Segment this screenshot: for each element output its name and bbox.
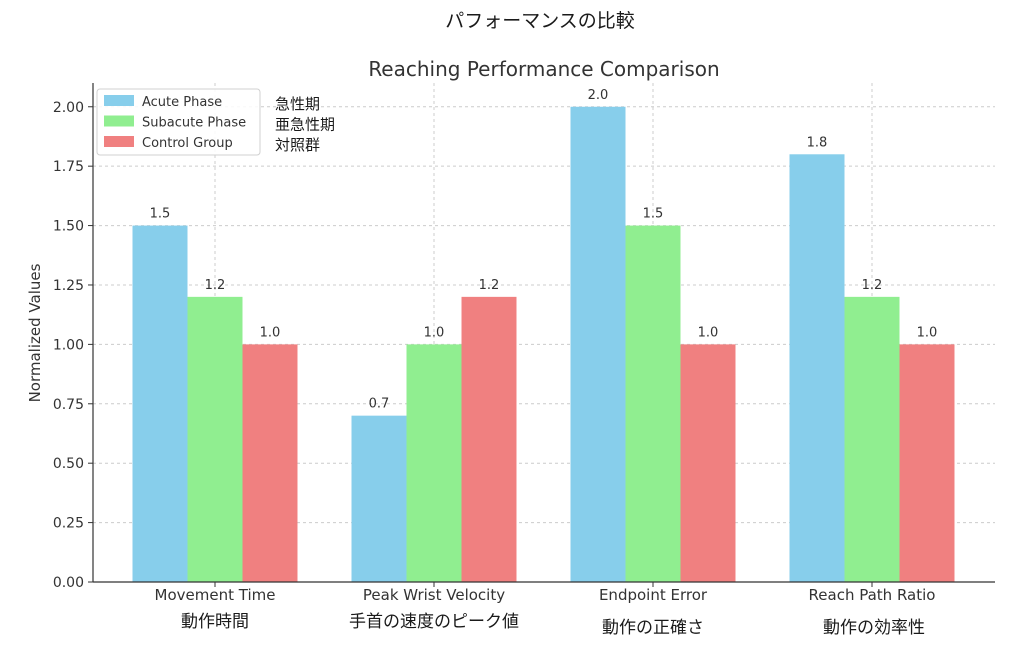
bar	[625, 225, 681, 583]
legend-swatch	[104, 136, 134, 147]
bar	[132, 225, 188, 583]
x-tick-label-ja: 動作の正確さ	[602, 618, 704, 638]
axes: 0.00 0.25 0.50 0.75 1.00 1.25 1.50 1.75 2.00 Move…	[53, 83, 995, 638]
legend-swatch	[104, 115, 134, 127]
bar-value-label: 1.0	[698, 325, 719, 340]
x-tick-label: Endpoint Error	[599, 586, 708, 604]
legend: Acute Phase 急性期 Subacute Phase 亜急性期 Control …	[96, 88, 335, 156]
x-tick-label: Peak Wrist Velocity	[363, 586, 505, 604]
chart-title: Reaching Performance Comparison	[368, 57, 719, 81]
bars: 1.5 0.7 2.0 1.8 1.2 1.0 1.5 1.2 1.0 1.2 1.0 1.0	[132, 88, 955, 583]
bar-value-label: 1.2	[205, 278, 226, 293]
legend-label-ja: 対照群	[275, 136, 320, 154]
legend-label: Control Group	[142, 136, 233, 151]
bar	[570, 106, 626, 582]
legend-label: Subacute Phase	[142, 116, 246, 131]
y-tick-label: 1.00	[53, 337, 84, 353]
legend-box	[96, 88, 261, 156]
bar	[406, 344, 462, 582]
legend-label-ja: 亜急性期	[275, 116, 335, 134]
bar-value-label: 1.2	[862, 278, 883, 293]
bar-value-label: 1.0	[917, 325, 938, 340]
bar-value-label: 0.7	[369, 397, 390, 412]
page-title: パフォーマンスの比較	[445, 10, 635, 32]
y-tick-label: 2.00	[53, 100, 84, 116]
y-tick-label: 1.25	[53, 278, 84, 294]
bar	[461, 296, 517, 582]
bar	[187, 296, 243, 582]
bar-value-label: 1.8	[807, 135, 828, 150]
x-tick-label-ja: 動作時間	[181, 612, 249, 632]
bar-value-label: 1.2	[479, 278, 500, 293]
bar-value-label: 1.0	[424, 325, 445, 340]
y-tick-label: 1.75	[53, 159, 84, 175]
bar	[789, 154, 845, 583]
bar-value-label: 1.5	[643, 207, 664, 222]
y-tick-label: 0.25	[53, 516, 84, 532]
legend-label-ja: 急性期	[275, 95, 320, 113]
bar	[242, 344, 298, 582]
y-tick-label: 0.00	[53, 575, 84, 591]
x-tick-label-ja: 手首の速度のピーク値	[349, 612, 519, 632]
y-tick-label: 1.50	[53, 219, 84, 235]
bar-value-label: 1.0	[260, 325, 281, 340]
y-tick-label: 0.50	[53, 456, 84, 472]
x-tick-label-ja: 動作の効率性	[823, 618, 925, 638]
bar	[844, 296, 900, 582]
x-tick-label: Reach Path Ratio	[809, 586, 936, 604]
legend-swatch	[104, 95, 134, 106]
legend-label: Acute Phase	[142, 95, 222, 110]
bar	[680, 344, 736, 582]
y-axis-label: Normalized Values	[26, 263, 44, 402]
x-tick-label: Movement Time	[155, 586, 276, 604]
bar-value-label: 1.5	[150, 207, 171, 222]
bar	[351, 415, 407, 582]
bar-value-label: 2.0	[588, 88, 609, 103]
bar	[899, 344, 955, 582]
y-tick-label: 0.75	[53, 397, 84, 413]
